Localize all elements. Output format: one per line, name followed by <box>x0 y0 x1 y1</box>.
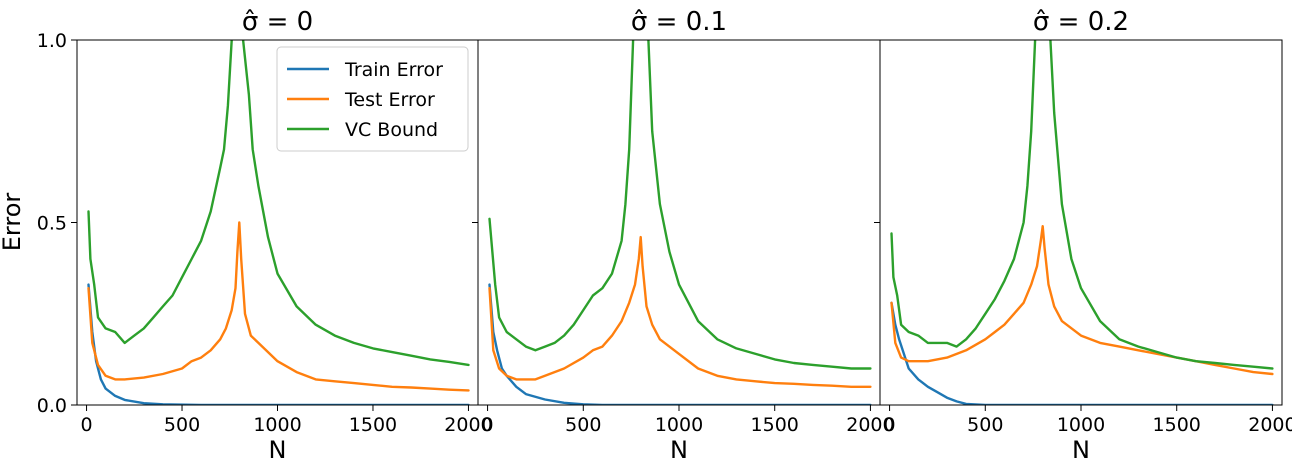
chart-title: σ̂ = 0 <box>242 7 313 37</box>
x-tick-label: 1000 <box>1057 414 1105 436</box>
series-line-vc-bound <box>488 40 872 370</box>
x-tick-label: 1500 <box>1153 414 1201 436</box>
series-line-vc-bound <box>87 40 470 367</box>
x-tick-label: 2000 <box>1248 414 1292 436</box>
x-tick-label: 0 <box>81 414 93 436</box>
x-axis-label: N <box>269 436 287 464</box>
x-tick-label: 2000 <box>444 414 492 436</box>
x-tick-label: 500 <box>164 414 200 436</box>
x-tick-label: 0 <box>884 414 896 436</box>
x-axis-label: N <box>1072 436 1090 464</box>
y-tick-label: 1.0 <box>37 30 67 52</box>
axes-frame <box>879 39 1283 406</box>
legend-label: Test Error <box>344 89 435 111</box>
chart-title: σ̂ = 0.2 <box>1033 7 1129 37</box>
x-tick-label: 500 <box>565 414 601 436</box>
x-tick-label: 2000 <box>846 414 894 436</box>
x-tick-label: 500 <box>967 414 1003 436</box>
x-tick-label: 1500 <box>751 414 799 436</box>
series-line-test-error <box>488 235 872 388</box>
y-tick-label: 0.0 <box>37 395 67 417</box>
panel-3: 0 500 1000 1500 2000 σ̂ = 0.2 N <box>874 7 1292 464</box>
panel-1: 0 500 1000 1500 2000 0.0 0.5 1.0 σ̂ = 0 N Train Er… <box>37 7 493 464</box>
chart-title: σ̂ = 0.1 <box>631 7 727 37</box>
legend: Train Error Test Error VC Bound <box>276 46 469 152</box>
series-line-test-error <box>87 221 470 392</box>
x-tick-label: 0 <box>482 414 494 436</box>
x-axis-label: N <box>670 436 688 464</box>
y-axis-label: Error <box>0 193 26 252</box>
series-line-vc-bound <box>890 40 1274 370</box>
series-line-train-error <box>890 301 1274 405</box>
series-line-test-error <box>890 225 1274 376</box>
series-line-train-error <box>488 283 872 405</box>
y-tick-label: 0.5 <box>37 213 67 235</box>
legend-label: VC Bound <box>345 119 438 141</box>
legend-label: Train Error <box>344 59 443 81</box>
x-tick-label: 1000 <box>655 414 703 436</box>
panel-2: 0 500 1000 1500 2000 σ̂ = 0.1 N <box>472 7 895 464</box>
x-tick-label: 1000 <box>253 414 301 436</box>
x-tick-label: 1500 <box>349 414 397 436</box>
legend-box <box>276 46 469 152</box>
